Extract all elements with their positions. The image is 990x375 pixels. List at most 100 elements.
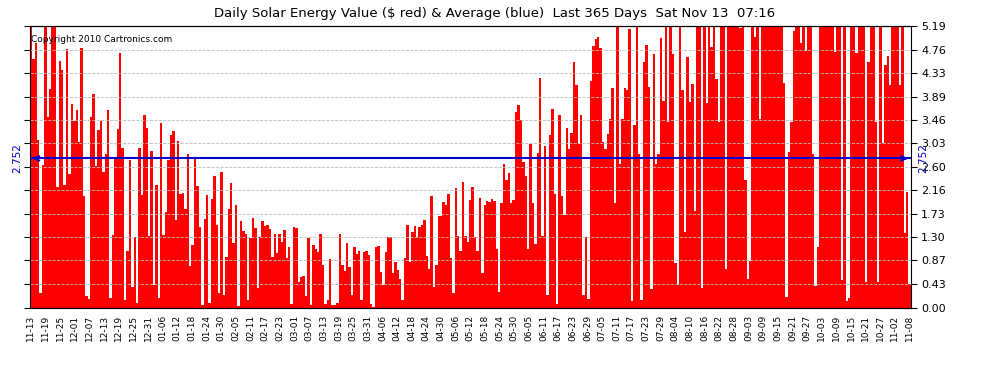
Bar	[728, 26, 730, 308]
Bar	[117, 129, 119, 308]
Bar	[409, 262, 411, 308]
Bar	[609, 119, 612, 308]
Bar	[479, 198, 481, 308]
Bar	[865, 282, 867, 308]
Bar	[327, 300, 329, 307]
Bar	[824, 26, 827, 308]
Bar	[342, 266, 344, 308]
Bar	[382, 285, 384, 308]
Bar	[102, 172, 105, 308]
Bar	[703, 26, 706, 308]
Bar	[283, 231, 285, 308]
Bar	[565, 128, 568, 308]
Bar	[47, 117, 50, 308]
Bar	[276, 253, 278, 308]
Bar	[582, 295, 585, 307]
Bar	[271, 257, 273, 307]
Bar	[261, 221, 264, 308]
Bar	[771, 26, 773, 308]
Bar	[293, 227, 295, 308]
Bar	[505, 180, 508, 308]
Bar	[30, 27, 32, 308]
Bar	[466, 242, 469, 308]
Bar	[266, 225, 268, 308]
Bar	[817, 247, 819, 308]
Bar	[827, 26, 829, 308]
Bar	[370, 304, 372, 307]
Bar	[768, 26, 771, 308]
Bar	[230, 183, 233, 308]
Bar	[689, 102, 691, 308]
Bar	[802, 26, 805, 308]
Bar	[573, 62, 575, 308]
Bar	[208, 303, 211, 307]
Bar	[83, 195, 85, 308]
Bar	[298, 282, 300, 308]
Bar	[233, 243, 235, 308]
Bar	[720, 26, 723, 308]
Bar	[891, 26, 894, 308]
Bar	[68, 174, 70, 308]
Bar	[568, 149, 570, 308]
Bar	[522, 162, 525, 308]
Bar	[832, 26, 834, 308]
Bar	[206, 195, 208, 308]
Bar	[672, 54, 674, 307]
Bar	[337, 303, 339, 307]
Bar	[35, 43, 37, 308]
Bar	[889, 85, 891, 308]
Bar	[452, 292, 454, 308]
Bar	[513, 200, 515, 308]
Bar	[216, 225, 218, 308]
Bar	[834, 52, 836, 308]
Bar	[191, 245, 194, 308]
Bar	[841, 280, 843, 308]
Bar	[636, 26, 638, 308]
Bar	[37, 140, 40, 308]
Text: Daily Solar Energy Value ($ red) & Average (blue)  Last 365 Days  Sat Nov 13  07: Daily Solar Energy Value ($ red) & Avera…	[215, 8, 775, 21]
Bar	[510, 203, 513, 308]
Bar	[53, 26, 56, 308]
Bar	[218, 293, 221, 308]
Bar	[669, 26, 672, 308]
Bar	[560, 196, 563, 308]
Bar	[278, 234, 281, 308]
Bar	[184, 209, 186, 308]
Bar	[251, 218, 254, 308]
Bar	[686, 57, 689, 308]
Bar	[867, 62, 870, 308]
Bar	[493, 201, 496, 308]
Bar	[268, 230, 271, 308]
Bar	[457, 236, 459, 308]
Bar	[367, 255, 370, 308]
Bar	[701, 288, 703, 308]
Bar	[822, 26, 824, 308]
Bar	[461, 182, 464, 308]
Bar	[249, 238, 251, 308]
Bar	[238, 306, 240, 308]
Bar	[899, 85, 901, 308]
Bar	[199, 227, 201, 308]
Bar	[320, 234, 322, 308]
Bar	[641, 300, 643, 307]
Bar	[481, 273, 483, 308]
Bar	[50, 89, 51, 308]
Bar	[119, 53, 122, 307]
Bar	[240, 221, 243, 308]
Bar	[503, 164, 505, 308]
Bar	[61, 70, 63, 308]
Bar	[73, 122, 75, 308]
Bar	[570, 132, 573, 308]
Bar	[793, 31, 795, 308]
Bar	[775, 26, 778, 308]
Bar	[810, 26, 812, 308]
Bar	[426, 256, 428, 307]
Bar	[317, 252, 320, 308]
Bar	[346, 243, 348, 308]
Bar	[730, 26, 733, 308]
Bar	[42, 165, 45, 308]
Bar	[332, 305, 334, 308]
Bar	[92, 94, 95, 308]
Bar	[634, 125, 636, 308]
Bar	[874, 122, 877, 308]
